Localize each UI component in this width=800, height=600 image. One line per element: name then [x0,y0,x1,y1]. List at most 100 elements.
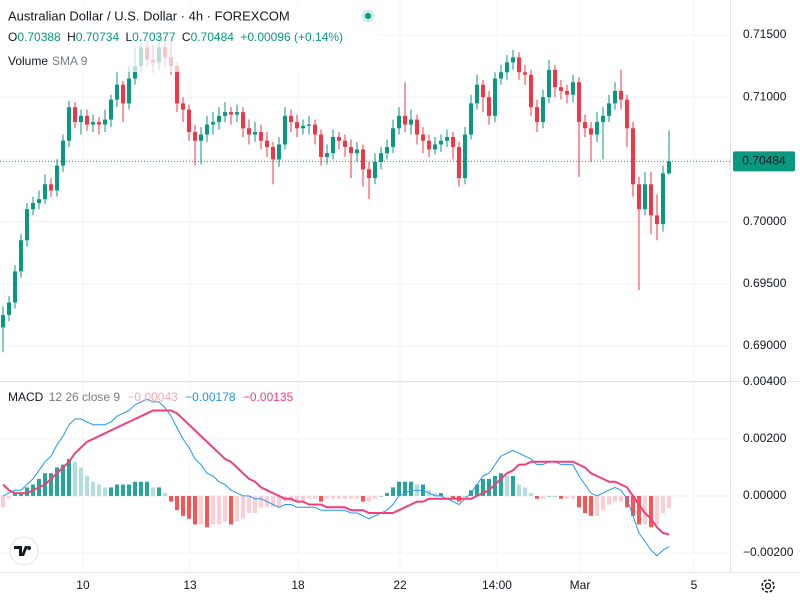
histogram-bar [156,487,161,496]
histogram-bar [360,495,365,502]
histogram-bar [438,493,443,496]
candle-body [456,146,461,179]
histogram-bar [600,495,605,511]
candle-body [606,103,611,116]
candle-body [330,136,335,154]
ohlc-key: O [8,30,17,44]
symbol-title[interactable]: Australian Dollar / U.S. Dollar · 4h · F… [8,8,290,23]
candle-body [222,112,227,116]
histogram-bar [528,493,533,496]
y-tick-label: 0.71000 [743,89,787,103]
candle-body [522,72,527,75]
candle-body [648,184,653,216]
candle-body [576,82,581,123]
candle-body [360,149,365,170]
histogram-bar [564,495,569,499]
histogram-bar [180,495,185,516]
candle-body [102,119,107,125]
ohlc-value: 0.70377 [132,30,176,44]
histogram-bar [12,493,17,496]
candle-body [48,184,53,191]
candle-body [54,165,59,191]
histogram-bar [120,484,125,496]
histogram-bar [552,495,557,497]
y-tick-label: 0.71500 [743,27,787,41]
histogram-bar [132,481,137,496]
candle-body [510,57,515,63]
histogram-bar [210,495,215,525]
candle-body [366,169,371,179]
histogram-bar [18,493,23,496]
candle-body [288,115,293,123]
candle-body [426,140,431,150]
candle-body [600,115,605,123]
candle-body [420,134,425,141]
candle-body [24,209,29,241]
macd-legend-value: −0.00135 [243,390,294,404]
candle-body [186,109,191,133]
histogram-bar [234,495,239,522]
x-tick-label: 5 [691,578,698,592]
candle-body [474,84,479,104]
histogram-bar [636,495,641,525]
histogram-bar [48,473,53,496]
volume-legend[interactable]: Volume SMA 9 [8,54,88,68]
candle-body [276,144,281,160]
histogram-bar [618,495,623,502]
candle-body [180,103,185,110]
x-tick-label: 13 [183,578,197,592]
candle-body [414,119,419,135]
histogram-bar [300,495,305,502]
ohlc-value: 0.70734 [76,30,120,44]
histogram-bar [252,495,257,514]
histogram-bar [240,495,245,519]
x-tick-label: 18 [291,578,305,592]
candle-body [234,112,239,115]
histogram-bar [174,495,179,511]
candle-body [642,184,647,210]
candle-body [504,62,509,73]
macd-title: MACD [8,390,44,404]
ohlc-value: 0.70388 [17,30,61,44]
histogram-bar [126,484,131,496]
histogram-bar [354,495,359,499]
candle-body [486,97,491,116]
histogram-bar [660,495,665,514]
candle-body [228,112,233,115]
candle-body [18,240,23,272]
histogram-bar [648,495,653,528]
settings-icon[interactable] [761,579,775,593]
histogram-bar [324,495,329,499]
candle-body [204,124,209,135]
histogram-bar [498,473,503,496]
histogram-bar [570,495,575,499]
candle-body [12,271,17,303]
histogram-bar [198,495,203,525]
histogram-bar [432,493,437,496]
candle-body [660,173,665,225]
histogram-bar [306,495,311,499]
histogram-bar [486,478,491,496]
histogram-bar [534,495,539,499]
candle-body [312,124,317,135]
histogram-bar [294,495,299,502]
histogram-bar [654,495,659,525]
histogram-bar [258,495,263,508]
candle-body [528,74,533,108]
histogram-bar [312,495,317,499]
histogram-bar [102,487,107,496]
histogram-bar [588,495,593,516]
candle-body [444,136,449,141]
candle-body [408,119,413,125]
histogram-bar [66,458,71,496]
candle-body [294,122,299,129]
histogram-bar [546,495,551,497]
candle-body [594,122,599,135]
macd-legend[interactable]: MACD 12 26 close 9 −0.00043 −0.00178 −0.… [8,390,294,404]
histogram-bar [462,495,467,497]
candle-body [252,132,257,135]
marks [0,34,730,557]
tradingview-logo[interactable] [9,536,39,566]
histogram-bar [84,476,89,496]
